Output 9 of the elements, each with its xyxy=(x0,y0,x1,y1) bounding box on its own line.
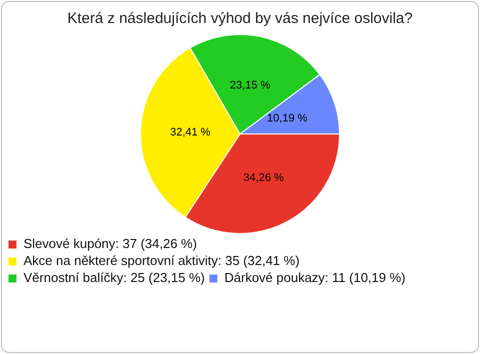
legend-label: Slevové kupóny: 37 (34,26 %) xyxy=(24,236,197,252)
legend-label: Věrnostní balíčky: 25 (23,15 %) xyxy=(24,270,205,286)
data-label: 23,15 % xyxy=(230,79,270,92)
data-label: 34,26 % xyxy=(243,172,284,184)
chart-title: Která z následujících výhod by vás nejvíce oslovila? xyxy=(66,10,414,27)
data-label: 10,19 % xyxy=(267,112,308,124)
legend-label: Akce na některé sportovní aktivity: 35 (32,41 %) xyxy=(24,253,300,268)
legend-label: Dárkové poukazy: 11 (10,19 %) xyxy=(224,270,406,286)
data-label: 32,41 % xyxy=(170,126,211,139)
